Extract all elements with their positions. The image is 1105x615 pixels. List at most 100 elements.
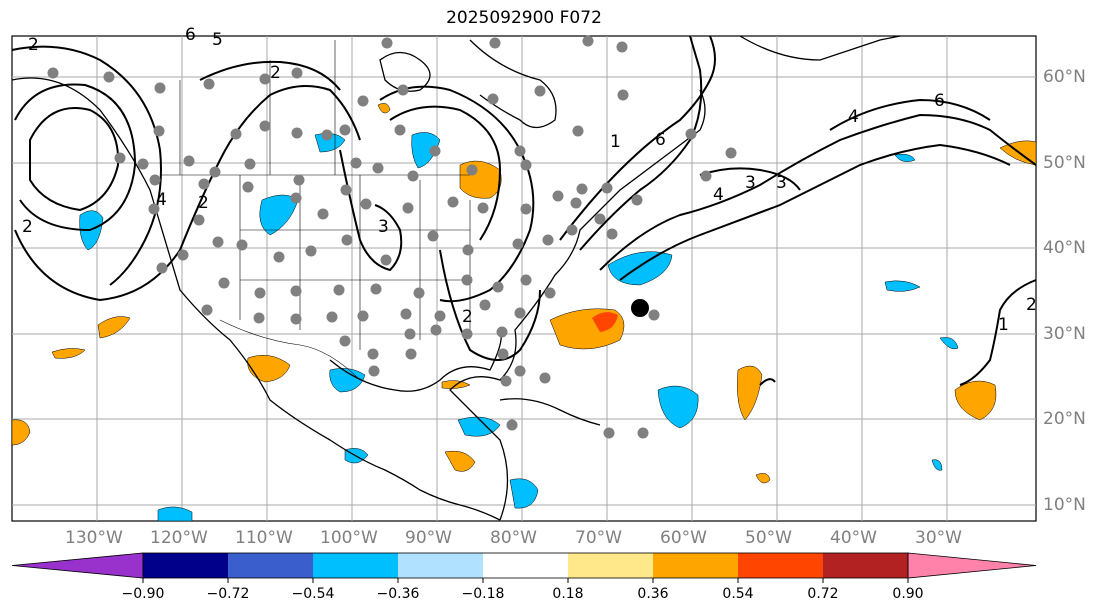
station-dot (370, 283, 382, 295)
station-dot (566, 224, 578, 236)
contour-label: 2 (462, 307, 473, 327)
colorbar (11, 552, 1037, 583)
station-dot (259, 73, 271, 85)
latitude-label: 50°N (1043, 153, 1086, 173)
station-dot (340, 184, 352, 196)
contour-label: 6 (934, 91, 945, 111)
station-dot (606, 228, 618, 240)
positive-anomaly (444, 450, 476, 472)
station-dot (430, 324, 442, 336)
station-dot (520, 159, 532, 171)
latitude-label: 60°N (1043, 67, 1086, 87)
station-dot (479, 299, 491, 311)
negative-anomaly (157, 506, 193, 522)
station-dot (203, 78, 215, 90)
station-dot (253, 312, 265, 324)
station-dot (290, 285, 302, 297)
station-dot (506, 419, 518, 431)
colorbar-segment (313, 553, 398, 578)
station-dot (372, 162, 384, 174)
station-dot (198, 178, 210, 190)
station-dot (357, 310, 369, 322)
station-dot (381, 37, 393, 49)
station-dot (47, 67, 59, 79)
colorbar-segment (228, 553, 313, 578)
station-dot (380, 254, 392, 266)
longitude-label: 60°W (660, 528, 707, 548)
station-dot (291, 127, 303, 139)
north-america-coast (11, 77, 501, 521)
station-dot (397, 84, 409, 96)
station-dot (236, 239, 248, 251)
station-dot (500, 375, 512, 387)
station-dot (326, 311, 338, 323)
station-dot (148, 203, 160, 215)
station-dot (700, 170, 712, 182)
station-dot (114, 152, 126, 164)
longitude-label: 120°W (150, 528, 208, 548)
negative-anomaly (931, 459, 943, 471)
positive-anomaly (97, 316, 131, 339)
colorbar-segment (483, 553, 568, 578)
colorbar-tick-label: −0.18 (461, 586, 505, 602)
station-dot (492, 281, 504, 293)
station-dot (487, 93, 499, 105)
greenland (739, 35, 901, 61)
station-dot (447, 196, 459, 208)
station-dot (339, 335, 351, 347)
latitude-label: 40°N (1043, 238, 1086, 258)
colorbar-tick-label: 0.18 (552, 586, 584, 602)
contour-label: 2 (28, 35, 39, 55)
longitude-label: 70°W (575, 528, 622, 548)
anomaly-shading (11, 103, 1037, 522)
station-dot (339, 124, 351, 136)
station-dot (367, 348, 379, 360)
station-dot (290, 192, 302, 204)
station-dot (617, 89, 629, 101)
station-dot (103, 71, 115, 83)
longitude-label: 80°W (490, 528, 537, 548)
station-dot (405, 348, 417, 360)
station-dot (461, 274, 473, 286)
contour-label: 6 (655, 130, 666, 150)
longitude-label: 50°W (745, 528, 792, 548)
station-dot (520, 203, 532, 215)
colorbar-tick-label: −0.72 (206, 586, 250, 602)
longitude-label: 40°W (830, 528, 877, 548)
negative-anomaly (884, 280, 921, 292)
colorbar-tick-label: 0.72 (807, 586, 839, 602)
station-dot (520, 274, 532, 286)
station-dot (209, 166, 221, 178)
station-dot (576, 183, 588, 195)
contour-label: 2 (1026, 295, 1037, 315)
contour-label: 3 (776, 173, 787, 193)
station-dot (434, 310, 446, 322)
colorbar-tick-label: 0.90 (892, 586, 924, 602)
longitude-label: 110°W (235, 528, 293, 548)
station-dot (333, 284, 345, 296)
storm-center-marker (631, 299, 649, 317)
contour-label: 1 (998, 315, 1009, 335)
station-dot (193, 214, 205, 226)
station-dot (512, 238, 524, 250)
contour-label: 2 (270, 63, 281, 83)
gulf-coast (329, 329, 502, 392)
negative-anomaly (939, 337, 959, 350)
contour-label: 4 (848, 107, 859, 127)
negative-anomaly (259, 194, 299, 236)
station-dot (244, 158, 256, 170)
colorbar-segment (738, 553, 823, 578)
station-dot (156, 262, 168, 274)
station-dot (407, 170, 419, 182)
station-dot (594, 213, 606, 225)
station-dot (218, 277, 230, 289)
station-dot (242, 181, 254, 193)
station-dot (631, 194, 643, 206)
map-title: 2025092900 F072 (446, 8, 602, 28)
colorbar-tick-label: −0.54 (291, 586, 335, 602)
contour-label: 4 (156, 190, 167, 210)
colorbar-tick-label: −0.36 (376, 586, 420, 602)
contour-label: 2 (198, 193, 209, 213)
station-dot (402, 202, 414, 214)
negative-anomaly (329, 368, 366, 393)
